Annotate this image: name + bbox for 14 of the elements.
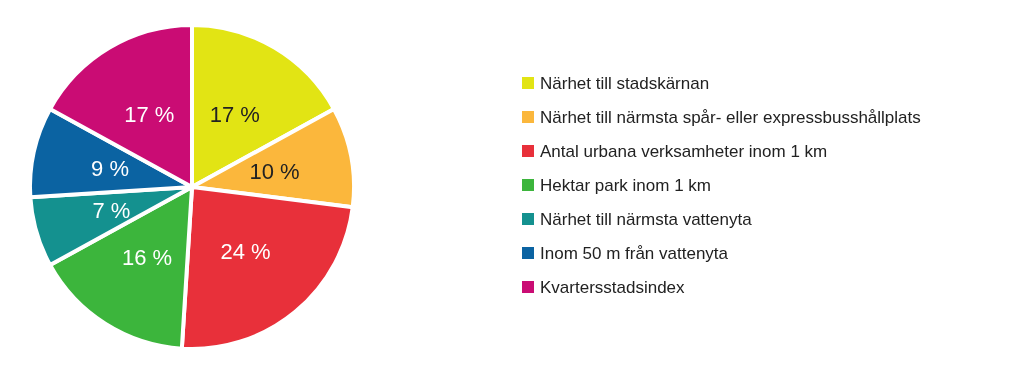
- data-label: 10 %: [249, 158, 300, 184]
- data-label: 9 %: [91, 156, 129, 182]
- legend-label: Närhet till närmsta vattenyta: [540, 209, 753, 229]
- data-label: 7 %: [92, 197, 131, 223]
- legend-label: Kvartersstadsindex: [540, 277, 686, 297]
- data-label: 24 %: [220, 239, 271, 265]
- legend-label: Antal urbana verksamheter inom 1 km: [540, 141, 828, 161]
- data-label: 17 %: [209, 102, 260, 128]
- legend-label: Inom 50 m från vattenyta: [540, 243, 729, 263]
- data-label: 16 %: [121, 245, 173, 271]
- legend-label: Hektar park inom 1 km: [540, 175, 711, 195]
- legend-label: Närhet till stadskärnan: [540, 73, 710, 93]
- data-label: 17 %: [124, 102, 175, 128]
- legend-label: Närhet till närmsta spår- eller expressbusshållplats: [540, 107, 921, 127]
